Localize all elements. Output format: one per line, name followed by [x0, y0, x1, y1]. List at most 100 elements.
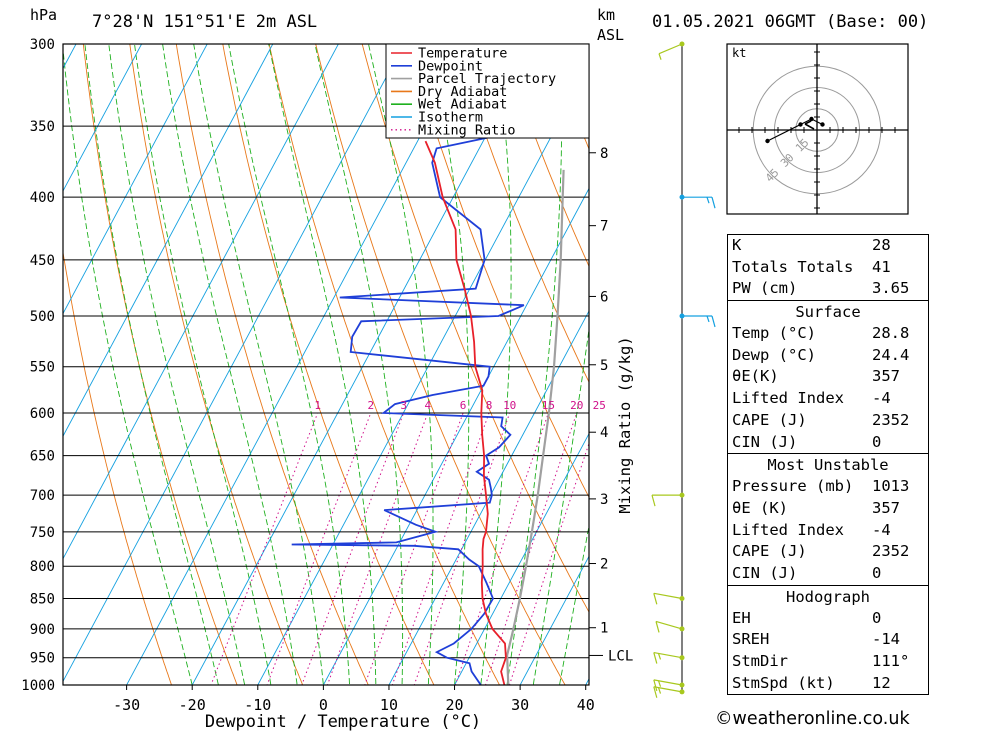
index-label: Temp (°C) — [732, 324, 816, 343]
most-unstable-section: Most Unstable Pressure (mb) 1013 θE (K) 35… — [728, 453, 928, 584]
wind-barb — [679, 194, 716, 209]
indices-table: K 28 Totals Totals 41 PW (cm) 3.65 Surface … — [727, 234, 929, 696]
x-axis-title: Dewpoint / Temperature (°C) — [205, 712, 481, 732]
wind-barb-half-feather — [657, 653, 662, 660]
isotherm-line — [63, 44, 339, 560]
credit-link[interactable]: ©weatheronline.co.uk — [715, 709, 910, 729]
km-tick-label: 6 — [600, 289, 608, 305]
index-value: 0 — [872, 563, 882, 582]
x-tick-label: 10 — [380, 696, 398, 714]
isotherm-line — [322, 187, 589, 685]
datetime-title: 01.05.2021 06GMT (Base: 00) — [652, 12, 929, 32]
mixing-ratio-line — [210, 412, 319, 685]
wind-barb-staff — [653, 679, 683, 686]
index-value: 41 — [872, 257, 891, 276]
dry-adiabat-line — [129, 44, 304, 685]
index-row-totals: Totals Totals 41 — [728, 257, 928, 279]
index-row-pw: PW (cm) 3.65 — [728, 278, 928, 300]
index-label: CIN (J) — [732, 563, 798, 582]
index-value: 28 — [872, 236, 891, 254]
index-label: Lifted Index — [732, 389, 844, 408]
index-label: PW (cm) — [732, 279, 798, 298]
dry-adiabat-line — [361, 44, 589, 613]
wind-barb-half-feather — [657, 687, 662, 694]
isotherm-line — [63, 44, 208, 315]
wet-adiabat-line — [428, 44, 470, 685]
wind-barb — [655, 620, 685, 633]
x-tick-label: 20 — [446, 696, 464, 714]
wind-barb-half-feather — [658, 53, 662, 60]
mixing-ratio-label: 15 — [542, 399, 555, 412]
wet-adiabat-line — [480, 44, 512, 685]
pressure-tick-label: 450 — [30, 253, 55, 269]
index-label: EH — [732, 608, 751, 627]
wind-barb-staff — [655, 620, 683, 630]
dry-adiabat-line — [315, 44, 566, 685]
mixing-ratio-label: 3 — [400, 399, 407, 412]
wind-barb — [651, 492, 685, 507]
mixing-ratio-line — [413, 412, 511, 685]
wet-adiabat-line — [162, 44, 298, 685]
isotherm-line — [0, 7, 30, 711]
lcl-label: LCL — [608, 648, 633, 664]
isotherm-line — [63, 44, 274, 438]
dry-adiabat-line — [945, 7, 1000, 711]
index-row: StmSpd (kt) 12 — [728, 673, 928, 695]
wet-adiabat-line — [108, 44, 246, 685]
wet-adiabat-line — [506, 44, 563, 685]
legend-label: Isotherm — [418, 110, 483, 126]
index-row: SREH -14 — [728, 629, 928, 651]
wind-barb — [653, 592, 685, 605]
isotherm-line — [519, 555, 589, 685]
wind-barb — [679, 313, 716, 328]
wet-adiabat-line — [228, 44, 351, 685]
legend-label: Mixing Ratio — [418, 122, 516, 138]
km-tick-label: 4 — [600, 425, 608, 441]
plot-frame — [62, 43, 590, 686]
km-tick-label: 8 — [600, 146, 608, 162]
index-label: CAPE (J) — [732, 410, 807, 429]
mixing-ratio-label: 25 — [593, 399, 606, 412]
index-label: Lifted Index — [732, 520, 844, 539]
legend-label: Dry Adiabat — [418, 84, 507, 100]
wind-barb-half-feather — [706, 315, 710, 323]
hodograph-point — [809, 116, 814, 122]
km-asl-label: ASL — [597, 26, 625, 44]
legend-label: Parcel Trajectory — [418, 71, 556, 87]
surface-section: Surface Temp (°C) 28.8 Dewp (°C) 24.4 θE(K… — [728, 300, 928, 453]
legend-label: Wet Adiabat — [418, 97, 507, 113]
hodograph-indices-section: Hodograph EH 0 SREH -14 StmDir 111° StmSpd … — [728, 584, 928, 695]
index-value: 2352 — [872, 410, 910, 429]
km-tick-label: 3 — [600, 492, 608, 508]
index-row: CIN (J) 0 — [728, 432, 928, 454]
wind-barb-feather — [711, 197, 716, 209]
index-value: 3.65 — [872, 279, 910, 298]
mixing-ratio-label: 8 — [486, 399, 493, 412]
dry-adiabat-line — [408, 44, 589, 499]
index-value: 2352 — [872, 542, 910, 561]
legend-label: Dewpoint — [418, 58, 483, 74]
dry-adiabat-line — [222, 44, 435, 685]
hodograph-section-title: Hodograph — [786, 587, 870, 606]
wind-barb-feather — [711, 315, 716, 328]
pressure-tick-label: 750 — [30, 525, 55, 541]
pressure-tick-label: 400 — [30, 190, 55, 206]
index-label: CAPE (J) — [732, 542, 807, 561]
dry-adiabat-line — [175, 44, 369, 685]
wet-adiabat-line — [368, 44, 434, 685]
wet-adiabat-line — [268, 44, 377, 685]
x-tick-label: 30 — [511, 696, 529, 714]
pressure-tick-label: 300 — [30, 37, 55, 53]
pressure-tick-label: 900 — [30, 622, 55, 638]
index-row: CAPE (J) 2352 — [728, 541, 928, 563]
index-label: StmDir — [732, 652, 788, 670]
index-label: SREH — [732, 630, 770, 649]
hodograph-trace — [767, 118, 823, 142]
x-tick-label: 0 — [319, 696, 328, 714]
wind-barb — [658, 41, 685, 60]
index-row: CIN (J) 0 — [728, 563, 928, 585]
index-value: 0 — [872, 432, 882, 451]
index-label: StmSpd (kt) — [732, 673, 835, 692]
